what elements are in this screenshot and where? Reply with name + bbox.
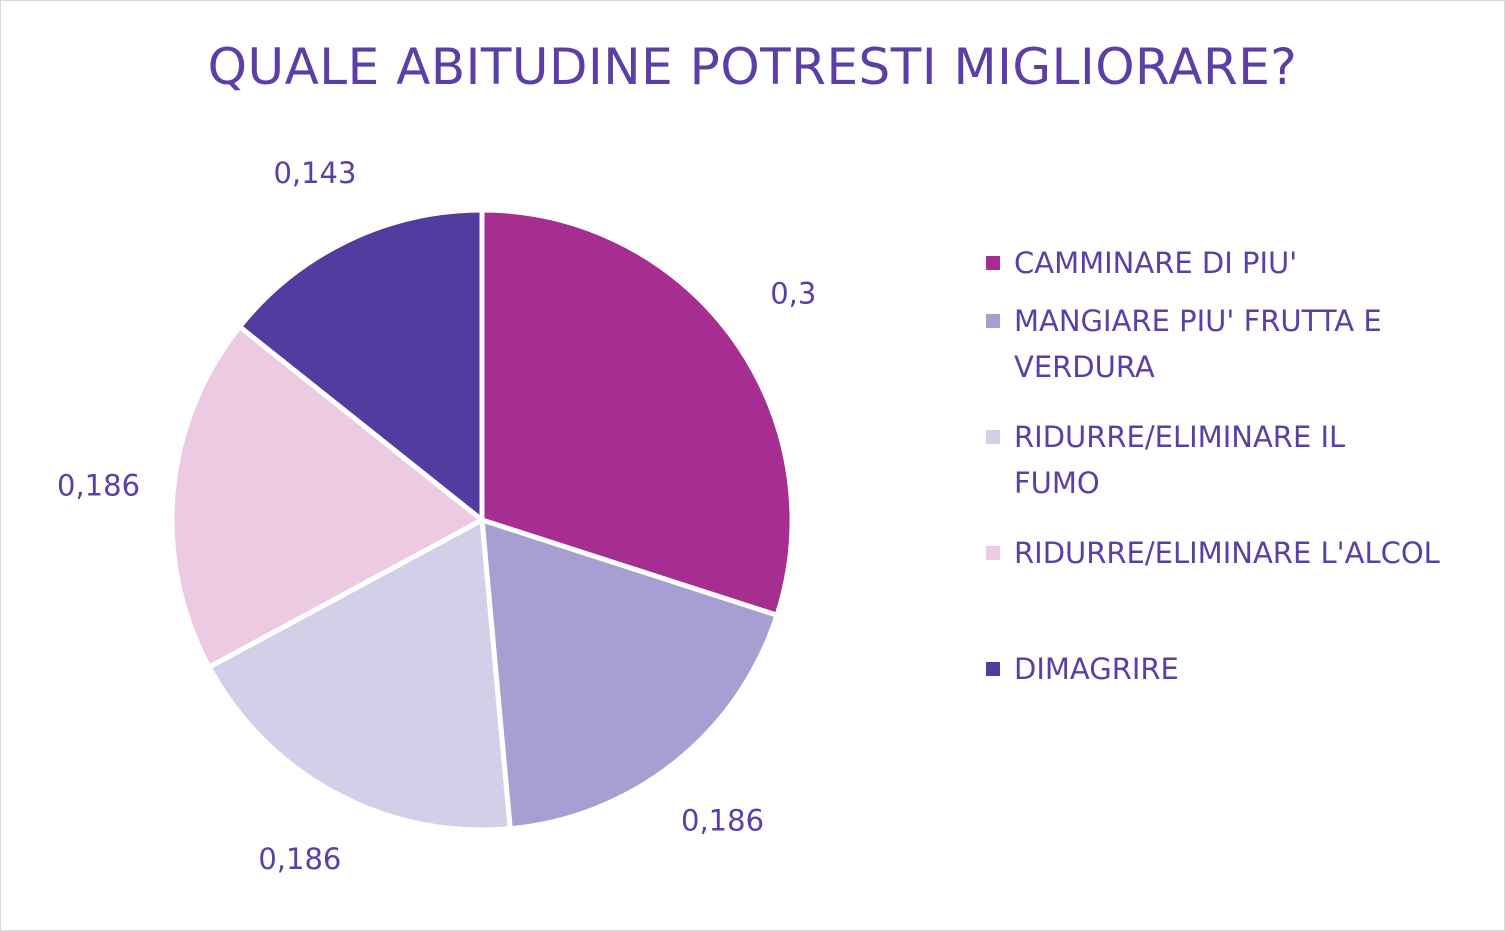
pie-slice-4 (169, 324, 485, 670)
pie-slice-5 (237, 207, 485, 523)
data-label-4: 0,186 (57, 469, 140, 503)
legend-label: RIDURRE/ELIMINARE IL FUMO (1014, 420, 1346, 500)
legend-swatch (986, 430, 1000, 444)
legend-item: RIDURRE/ELIMINARE L'ALCOL (986, 530, 1486, 646)
data-label-1: 0,3 (770, 276, 816, 310)
pie-slice-2 (479, 517, 780, 832)
pie-slice-3 (206, 517, 513, 833)
legend-swatch (986, 546, 1000, 560)
chart-legend: CAMMINARE DI PIU' MANGIARE PIU' FRUTTA E … (986, 240, 1486, 704)
legend-item: CAMMINARE DI PIU' (986, 240, 1486, 298)
legend-label: MANGIARE PIU' FRUTTA E VERDURA (1014, 304, 1382, 384)
legend-label: DIMAGRIRE (1014, 652, 1179, 686)
legend-item: MANGIARE PIU' FRUTTA E VERDURA (986, 298, 1486, 414)
data-label-3: 0,186 (258, 842, 341, 876)
legend-item: DIMAGRIRE (986, 646, 1486, 704)
legend-swatch (986, 314, 1000, 328)
legend-swatch (986, 662, 1000, 676)
legend-item: RIDURRE/ELIMINARE IL FUMO (986, 414, 1486, 530)
legend-swatch (986, 256, 1000, 270)
legend-label: RIDURRE/ELIMINARE L'ALCOL (1014, 536, 1440, 570)
pie-slice-1 (479, 207, 795, 618)
chart-title: QUALE ABITUDINE POTRESTI MIGLIORARE? (207, 38, 1298, 96)
data-label-2: 0,186 (681, 804, 764, 838)
data-label-5: 0,143 (273, 156, 356, 190)
legend-label: CAMMINARE DI PIU' (1014, 246, 1298, 280)
